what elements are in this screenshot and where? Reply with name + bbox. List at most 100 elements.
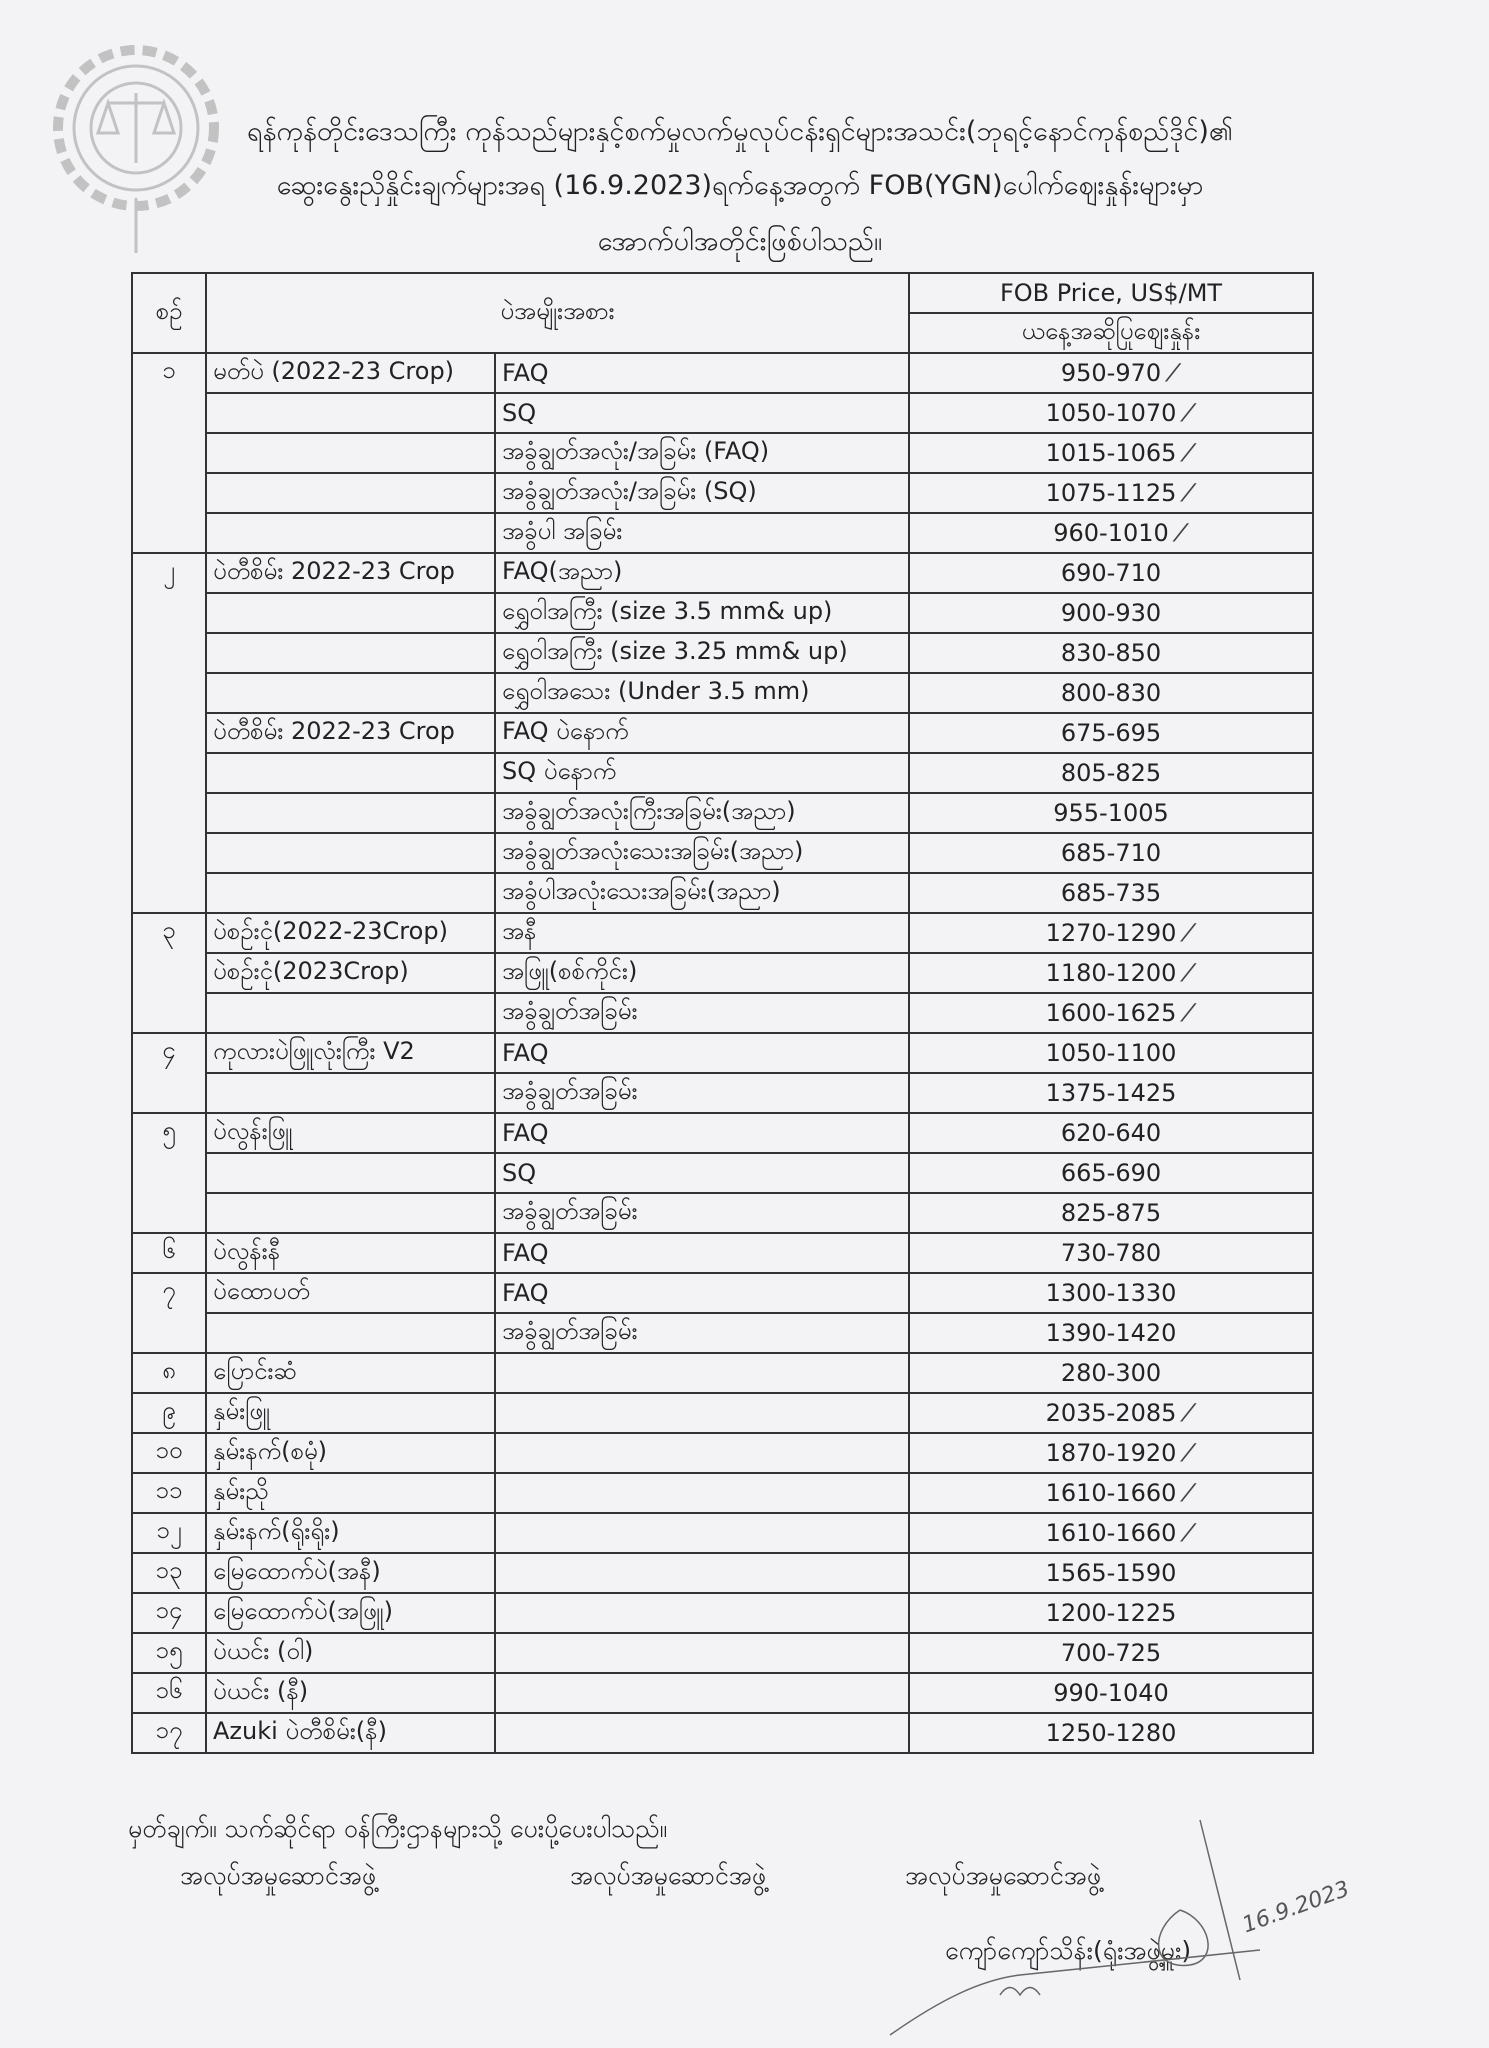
price-value: 1610-1660 xyxy=(1045,1479,1177,1507)
price-value: 1870-1920 xyxy=(1045,1439,1177,1467)
item-grade xyxy=(494,1432,910,1474)
item-grade: အနီ xyxy=(494,912,910,954)
price-cell: 1375-1425 xyxy=(908,1072,1314,1114)
header-line-2: ဆွေးနွေးညှိနှိုင်းချက်များအရ (16.9.2023)… xyxy=(276,170,1204,201)
check-mark-icon: ⁄ xyxy=(1186,1439,1191,1467)
row-number: ၁၅ xyxy=(131,1632,207,1674)
item-name: နှမ်းညို xyxy=(205,1472,496,1514)
table-row: အခွံပါ အခြမ်း 960-1010 ⁄ xyxy=(132,512,1314,554)
price-value: 1200-1225 xyxy=(1045,1599,1177,1627)
row-number: ၄ xyxy=(131,1032,207,1114)
table-row: ၇ပဲထောပတ် FAQ 1300-1330 xyxy=(131,1272,1314,1354)
price-value: 1270-1290 xyxy=(1045,919,1177,947)
check-mark-icon: ⁄ xyxy=(1186,479,1191,507)
price-value: 800-830 xyxy=(1060,679,1162,707)
handwritten-signature xyxy=(889,1819,1261,2036)
header-item: ပဲအမျိုးအစား xyxy=(205,272,910,354)
table-row: ၆ပဲလွန်းနီ FAQ 730-780 xyxy=(131,1232,1314,1274)
row-number: ၇ xyxy=(131,1272,207,1354)
item-name xyxy=(205,752,496,794)
table-row: ၄ကုလားပဲဖြူလုံးကြီး V2 FAQ 1050-1100 xyxy=(131,1032,1314,1114)
table-row: SQ 1050-1070 ⁄ xyxy=(132,392,1314,434)
price-value: 1375-1425 xyxy=(1045,1079,1177,1107)
price-value: 1610-1660 xyxy=(1045,1519,1177,1547)
price-value: 950-970 xyxy=(1060,359,1162,387)
item-name: ပဲလွန်းဖြူ xyxy=(205,1112,496,1154)
item-name: နှမ်းဖြူ xyxy=(205,1392,496,1434)
item-grade xyxy=(494,1472,910,1514)
price-value: 1250-1280 xyxy=(1045,1719,1177,1747)
price-cell: 665-690 xyxy=(908,1152,1314,1194)
price-cell: 2035-2085 ⁄ xyxy=(908,1392,1314,1434)
row-number: ၈ xyxy=(131,1352,207,1394)
item-name: မြေထောက်ပဲ(အနီ) xyxy=(205,1552,496,1594)
price-value: 665-690 xyxy=(1060,1159,1162,1187)
price-table: စဉ် ပဲအမျိုးအစား FOB Price, US$/MT ယနေ့အ… xyxy=(131,272,1314,1754)
item-grade: SQ xyxy=(494,1152,910,1194)
price-cell: 1050-1070 ⁄ xyxy=(908,392,1314,434)
item-name xyxy=(205,1072,496,1114)
price-cell: 1565-1590 xyxy=(908,1552,1314,1594)
check-mark-icon: ⁄ xyxy=(1171,359,1176,387)
footer-org-3: အလုပ်အမှုဆောင်အဖွဲ့ xyxy=(905,1861,1102,1890)
table-row: အခွံချွတ်အခြမ်း 1390-1420 xyxy=(132,1312,1314,1354)
price-cell: 825-875 xyxy=(908,1192,1314,1234)
item-name xyxy=(205,1312,496,1354)
item-grade: အခွံချွတ်အလုံး/အခြမ်း (SQ) xyxy=(494,472,910,514)
header-price: FOB Price, US$/MT xyxy=(908,272,1314,314)
signer-name: ကျော်ကျော်သိန်း(ရုံးအဖွဲ့မှူး) xyxy=(945,1936,1192,1965)
price-table-body: ၁မတ်ပဲ (2022-23 Crop) FAQ 950-970 ⁄ SQ 1050-1… xyxy=(131,352,1314,1754)
item-grade: ရွှေဝါအသေး (Under 3.5 mm) xyxy=(494,672,910,714)
price-cell: 1390-1420 xyxy=(908,1312,1314,1354)
row-number: ၃ xyxy=(131,912,207,1034)
item-grade: ရွှေဝါအကြီး (size 3.25 mm& up) xyxy=(494,632,910,674)
item-name: ပဲတီစိမ်း 2022-23 Crop xyxy=(205,552,496,594)
price-value: 2035-2085 xyxy=(1045,1399,1177,1427)
row-number: ၁ xyxy=(131,352,207,554)
item-grade: FAQ ပဲနောက် xyxy=(494,712,910,754)
price-cell: 960-1010 ⁄ xyxy=(908,512,1314,554)
header-line-3: အောက်ပါအတိုင်းဖြစ်ပါသည်။ xyxy=(597,226,883,257)
item-name xyxy=(205,592,496,634)
check-mark-icon: ⁄ xyxy=(1186,999,1191,1027)
item-grade: အခွံချွတ်အလုံးကြီးအခြမ်း(အညာ) xyxy=(494,792,910,834)
item-grade: SQ ပဲနောက် xyxy=(494,752,910,794)
item-grade: SQ xyxy=(494,392,910,434)
item-name: နှမ်းနက်(ရိုးရိုး) xyxy=(205,1512,496,1554)
check-mark-icon: ⁄ xyxy=(1186,1519,1191,1547)
item-name xyxy=(205,512,496,554)
item-grade: FAQ xyxy=(494,1112,910,1154)
item-name: နှမ်းနက်(စမုံ) xyxy=(205,1432,496,1474)
table-row: အခွံချွတ်အခြမ်း 1600-1625 ⁄ xyxy=(132,992,1314,1034)
price-cell: 830-850 xyxy=(908,632,1314,674)
price-cell: 1870-1920 ⁄ xyxy=(908,1432,1314,1474)
item-grade: အခွံချွတ်အခြမ်း xyxy=(494,1312,910,1354)
price-value: 955-1005 xyxy=(1053,799,1169,827)
price-cell: 685-710 xyxy=(908,832,1314,874)
item-grade xyxy=(494,1712,910,1754)
check-mark-icon: ⁄ xyxy=(1186,919,1191,947)
item-grade xyxy=(494,1592,910,1634)
price-cell: 1610-1660 ⁄ xyxy=(908,1472,1314,1514)
table-row: ရွှေဝါအကြီး (size 3.25 mm& up) 830-850 xyxy=(132,632,1314,674)
price-value: 620-640 xyxy=(1060,1119,1162,1147)
price-cell: 675-695 xyxy=(908,712,1314,754)
check-mark-icon: ⁄ xyxy=(1186,439,1191,467)
item-name xyxy=(205,872,496,914)
footer-note: မှတ်ချက်။ သက်ဆိုင်ရာ ဝန်ကြီးဌာနများသို့ … xyxy=(128,1814,668,1843)
footer-org-2: အလုပ်အမှုဆောင်အဖွဲ့ xyxy=(570,1861,767,1890)
price-value: 1075-1125 xyxy=(1045,479,1177,507)
table-row: ၁၀ နှမ်းနက်(စမုံ) 1870-1920 ⁄ xyxy=(131,1432,1314,1474)
price-cell: 1015-1065 ⁄ xyxy=(908,432,1314,474)
price-cell: 620-640 xyxy=(908,1112,1314,1154)
item-grade xyxy=(494,1392,910,1434)
item-grade: FAQ xyxy=(494,1272,910,1314)
price-cell: 1610-1660 ⁄ xyxy=(908,1512,1314,1554)
price-cell: 990-1040 xyxy=(908,1672,1314,1714)
item-grade: အခွံပါ အခြမ်း xyxy=(494,512,910,554)
row-number: ၆ xyxy=(131,1232,207,1274)
table-row: အခွံပါအလုံးသေးအခြမ်း(အညာ) 685-735 xyxy=(132,872,1314,914)
item-grade: အခွံချွတ်အခြမ်း xyxy=(494,992,910,1034)
item-name: Azuki ပဲတီစိမ်း(နီ) xyxy=(205,1712,496,1754)
price-value: 900-930 xyxy=(1060,599,1162,627)
